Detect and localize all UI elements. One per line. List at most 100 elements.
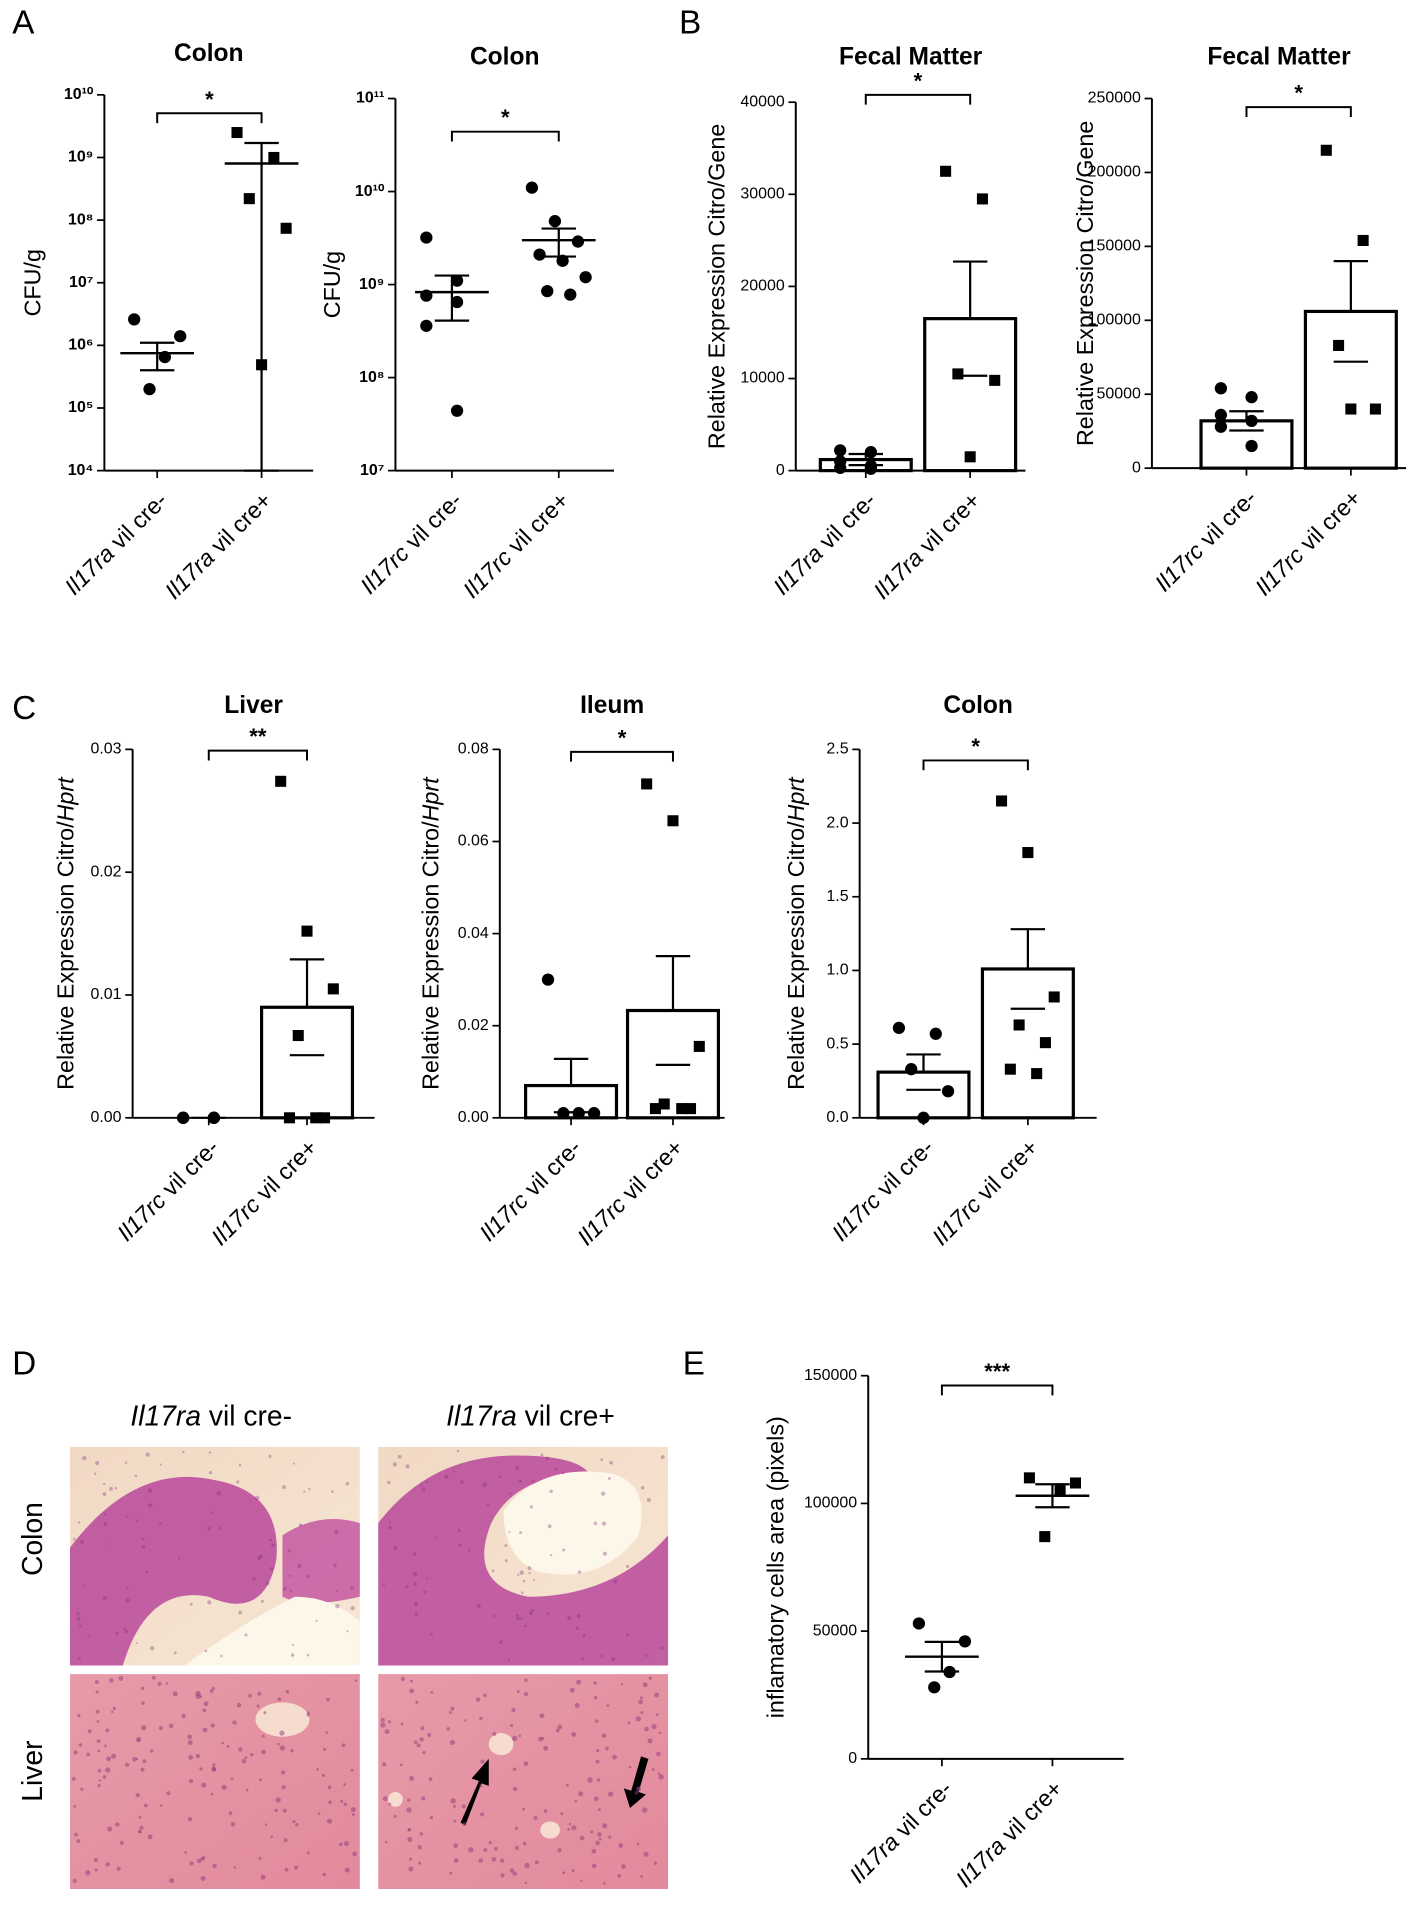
tissue-speck [141, 1725, 147, 1731]
tissue-speck [269, 1567, 274, 1571]
tissue-speck [105, 1862, 110, 1867]
tissue-speck [187, 1816, 193, 1822]
tissue-speck [232, 1720, 237, 1725]
data-point [1333, 339, 1345, 351]
data-point [556, 254, 569, 267]
data-point [684, 1103, 697, 1115]
tissue-speck [289, 1589, 293, 1593]
tissue-speck [429, 1816, 434, 1820]
data-point [929, 1027, 942, 1040]
tissue-speck [109, 1678, 114, 1683]
tissue-speck [354, 1679, 357, 1683]
chart: Liver Relative Expression Citro/Hprt 0.00 0… [53, 692, 375, 1250]
tissue-speck [116, 1866, 121, 1871]
tissue-speck [258, 1778, 262, 1782]
significance-bracket [207, 749, 308, 761]
tissue-speck [452, 1470, 455, 1473]
chart: Fecal Matter Relative Expression Citro/Ge… [1072, 43, 1407, 601]
tissue-speck [577, 1570, 582, 1574]
bar [923, 317, 1018, 473]
tissue-speck [202, 1708, 207, 1713]
significance-bracket [940, 1384, 1054, 1396]
tissue-speck [524, 1862, 530, 1869]
tissue-speck [102, 1492, 107, 1496]
tissue-speck [268, 1538, 272, 1542]
tissue-speck [274, 1808, 278, 1813]
chart-title: Fecal Matter [1207, 43, 1351, 70]
tissue-speck [139, 1825, 144, 1830]
tissue-speck [297, 1563, 302, 1568]
data-point [128, 313, 141, 326]
tissue-speck [196, 1858, 202, 1864]
data-point [548, 215, 562, 228]
tissue-speck [568, 1822, 572, 1826]
tissue-speck [172, 1691, 178, 1697]
y-tick-label: 0.02 [458, 1017, 489, 1034]
tissue-speck [540, 1453, 544, 1457]
tissue-speck [72, 1878, 77, 1884]
tissue-texture [71, 1449, 665, 1885]
tissue-speck [208, 1451, 212, 1454]
tissue-speck [350, 1768, 354, 1772]
tissue-speck [478, 1858, 484, 1863]
tissue-speck [106, 1756, 112, 1762]
tissue-speck [523, 1761, 529, 1767]
tissue-speck [492, 1731, 497, 1737]
tissue-speck [209, 1689, 214, 1693]
tissue-speck [560, 1812, 564, 1816]
tissue-speck [602, 1823, 608, 1829]
data-point [940, 165, 952, 177]
tissue-speck [103, 1522, 108, 1526]
tissue-speck [333, 1563, 337, 1568]
tissue-speck [283, 1838, 288, 1843]
data-point [952, 368, 964, 380]
tissue-speck [82, 1455, 87, 1461]
tissue-speck [165, 1682, 169, 1685]
tissue-speck [119, 1840, 124, 1846]
data-point [572, 1107, 585, 1120]
x-tick-label: Il17rc vil cre+ [927, 1134, 1043, 1250]
tissue-speck [85, 1870, 91, 1876]
tissue-speck [141, 1537, 145, 1541]
tissue-speck [567, 1828, 571, 1831]
tissue-speck [212, 1763, 216, 1767]
tissue-speck [292, 1820, 296, 1824]
y-tick-label: 10¹⁰ [355, 183, 385, 200]
tissue-speck [421, 1487, 426, 1492]
data-point [1214, 420, 1228, 433]
tissue-speck [268, 1454, 272, 1458]
tissue-speck [76, 1616, 81, 1621]
y-tick-label: 0.03 [91, 741, 122, 758]
tissue-speck [135, 1757, 139, 1761]
data-point [231, 127, 243, 139]
tissue-speck [114, 1487, 118, 1490]
tissue-speck [557, 1848, 562, 1853]
significance-bracket [922, 759, 1029, 771]
tissue-speck [416, 1743, 421, 1748]
tissue-speck [233, 1866, 236, 1869]
tissue-speck [111, 1753, 117, 1759]
tissue-speck [475, 1697, 481, 1702]
tissue-speck [580, 1879, 583, 1883]
tissue-speck [334, 1529, 339, 1534]
tissue-speck [204, 1649, 208, 1653]
tissue-speck [241, 1758, 247, 1764]
data-point [557, 1107, 570, 1120]
tissue-speck [195, 1690, 201, 1697]
tissue-speck [294, 1865, 299, 1870]
data-point [275, 775, 287, 787]
data-point [1245, 414, 1258, 427]
tissue-speck [339, 1842, 343, 1847]
tissue-speck [290, 1653, 295, 1657]
tissue-speck [382, 1762, 387, 1767]
chart-title: Liver [224, 692, 283, 719]
tissue-speck [216, 1490, 222, 1496]
tissue-speck [504, 1559, 508, 1562]
tissue-speck [415, 1700, 419, 1704]
tissue-speck [576, 1613, 581, 1618]
tissue-speck [516, 1690, 520, 1693]
tissue-speck [605, 1746, 609, 1751]
data-point [420, 319, 433, 332]
tissue-speck [125, 1762, 130, 1767]
tissue-speck [277, 1742, 280, 1746]
